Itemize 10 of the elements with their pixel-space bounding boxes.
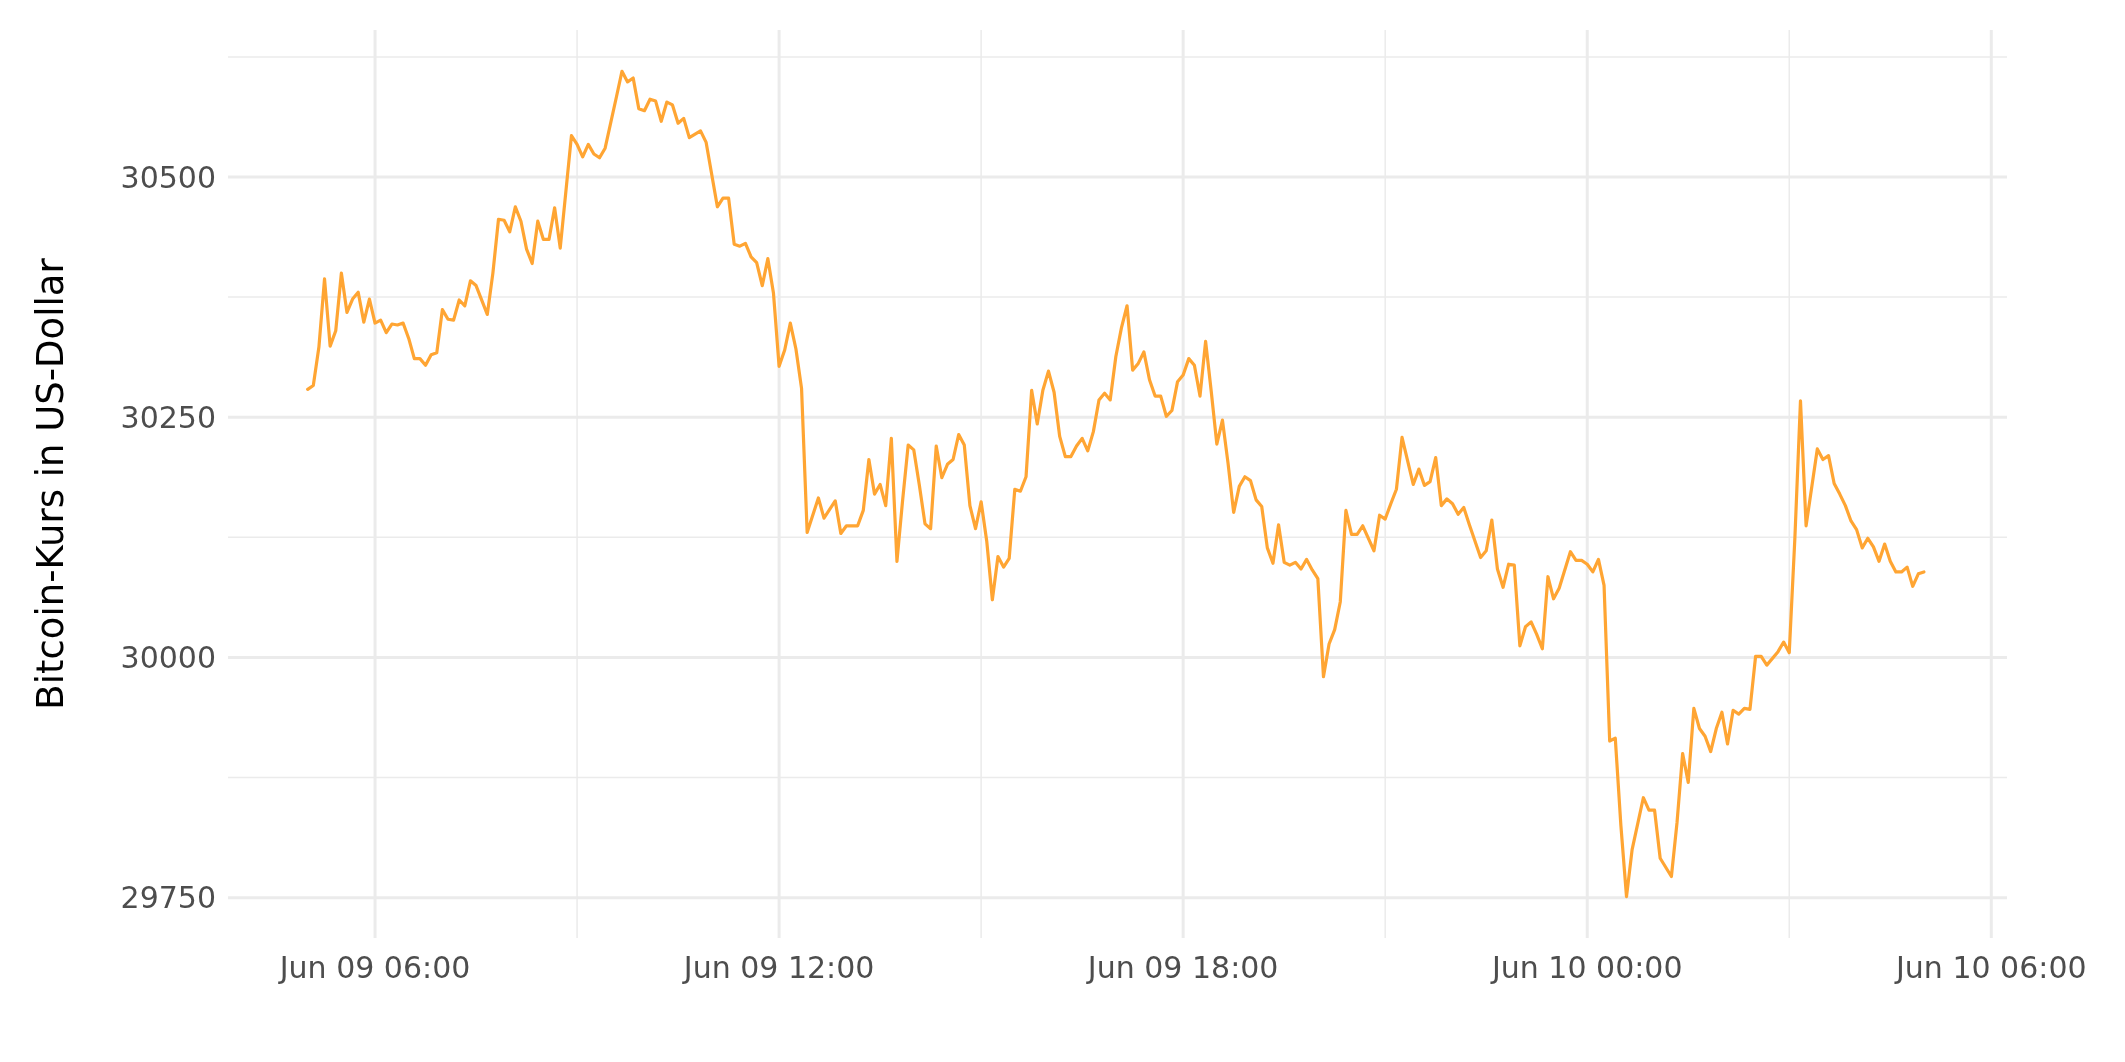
y-axis-title: Bitcoin-Kurs in US-Dollar <box>29 257 72 710</box>
y-tick-label: 29750 <box>120 880 216 916</box>
y-tick-label: 30250 <box>120 399 216 435</box>
x-tick-label: Jun 09 12:00 <box>681 950 875 985</box>
x-tick-label: Jun 09 18:00 <box>1085 950 1279 985</box>
y-tick-label: 30500 <box>120 159 216 195</box>
y-tick-label: 30000 <box>120 639 216 675</box>
x-tick-label: Jun 09 06:00 <box>277 950 471 985</box>
x-tick-label: Jun 10 00:00 <box>1489 950 1683 985</box>
x-tick-label: Jun 10 06:00 <box>1894 950 2087 985</box>
